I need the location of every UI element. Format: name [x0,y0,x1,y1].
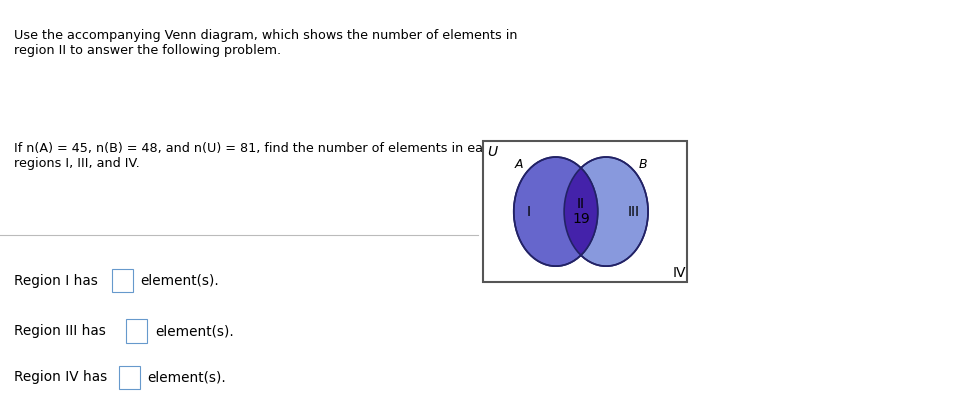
Ellipse shape [564,157,648,266]
Text: U: U [488,145,498,160]
Text: B: B [638,158,647,171]
Text: Region III has: Region III has [15,324,106,338]
Text: I: I [526,204,530,219]
Text: III: III [628,204,639,219]
Text: Use the accompanying Venn diagram, which shows the number of elements in
region : Use the accompanying Venn diagram, which… [15,29,518,57]
Ellipse shape [564,157,648,266]
Text: 19: 19 [572,212,590,226]
FancyBboxPatch shape [119,365,140,389]
Text: element(s).: element(s). [155,324,234,338]
FancyBboxPatch shape [127,320,147,343]
Text: IV: IV [672,266,686,280]
Text: element(s).: element(s). [141,274,219,288]
Text: A: A [514,158,523,171]
Text: element(s).: element(s). [147,370,226,384]
Text: If n(A) = 45, n(B) = 48, and n(U) = 81, find the number of elements in each of
r: If n(A) = 45, n(B) = 48, and n(U) = 81, … [15,142,515,171]
Text: Region I has: Region I has [15,274,99,288]
Ellipse shape [513,157,597,266]
Text: Region IV has: Region IV has [15,370,107,384]
Text: II: II [577,197,585,211]
FancyBboxPatch shape [111,269,133,292]
